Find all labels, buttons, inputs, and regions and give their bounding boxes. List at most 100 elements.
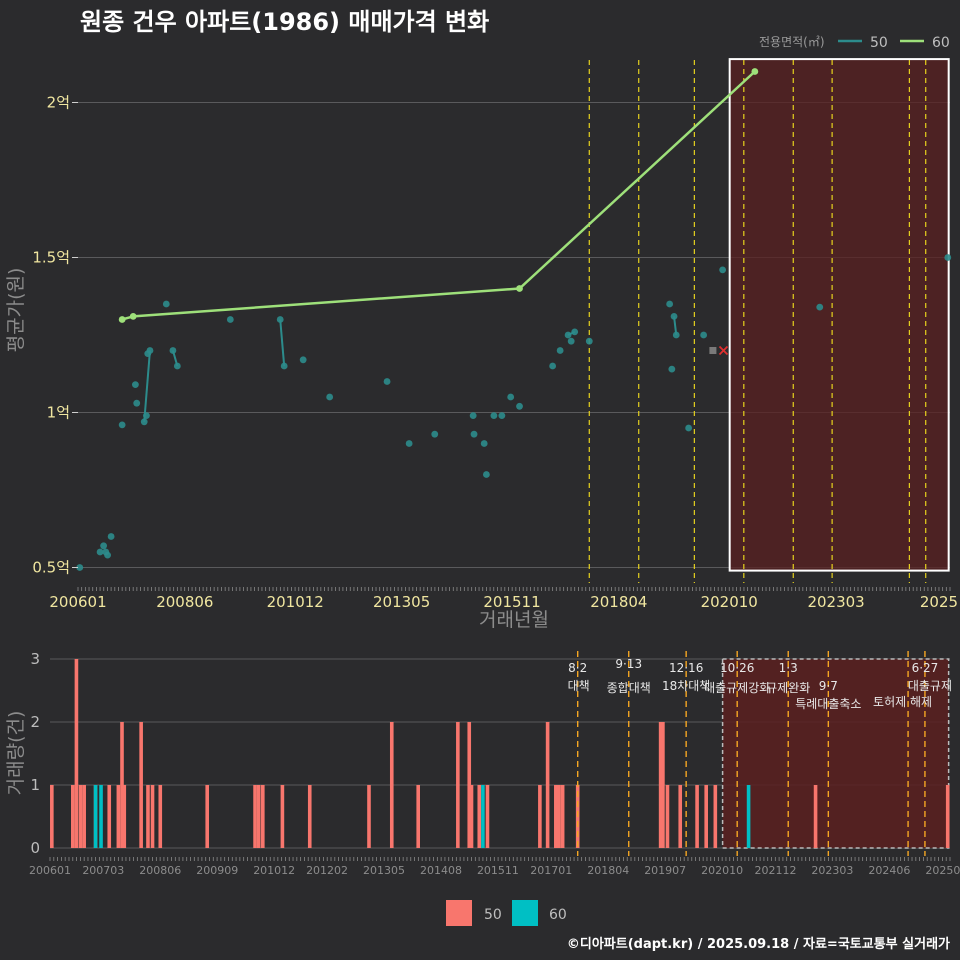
- policy-annotation: 토허제 해제: [873, 695, 932, 709]
- series-50-point: [470, 430, 478, 438]
- bottom-y-axis-title: 거래량(건): [5, 711, 27, 796]
- policy-annotation-date: 6·27: [912, 661, 939, 675]
- volume-bar-50: [280, 785, 285, 848]
- volume-bar-50: [813, 785, 818, 848]
- series-50-point: [469, 412, 477, 419]
- volume-bar-50: [658, 722, 663, 848]
- policy-annotation-date: 8·2: [568, 661, 587, 675]
- volume-bar-50: [70, 785, 75, 848]
- volume-bar-50: [82, 785, 86, 848]
- series-50-point: [483, 471, 490, 478]
- bottom-x-tick-label: 202112: [754, 864, 796, 877]
- series-50-segment: [143, 350, 151, 422]
- policy-annotation: 9·13 종합대책: [607, 657, 651, 695]
- series-50-point: [383, 378, 391, 385]
- top-x-axis-title: 거래년월: [479, 609, 549, 631]
- bottom-x-tick-label: 201511: [477, 864, 519, 877]
- series-50-point: [326, 393, 334, 401]
- volume-bar-50: [477, 785, 482, 848]
- series-50-point: [100, 542, 108, 550]
- volume-legend: 50 60: [446, 900, 567, 926]
- series-50-point: [685, 424, 693, 432]
- volume-bar-50: [256, 785, 261, 848]
- volume-bar-50: [713, 785, 718, 848]
- series-50-point: [944, 254, 952, 261]
- series-50-point: [556, 347, 564, 354]
- series-50-point: [107, 533, 115, 540]
- series-50-point: [140, 418, 148, 426]
- top-series: [76, 68, 952, 571]
- bottom-x-tick-label: 201012: [253, 864, 295, 877]
- volume-bar-50: [945, 785, 950, 848]
- policy-annotation-label: 대출규제: [908, 679, 952, 693]
- series-50-point: [96, 548, 104, 556]
- series-50-point: [585, 337, 593, 345]
- bottom-x-tick-label: 200703: [82, 864, 124, 877]
- volume-bar-50: [139, 722, 143, 848]
- series-50-point: [76, 564, 84, 571]
- bottom-x-tick-label: 200601: [29, 864, 71, 877]
- volume-bar-50: [389, 722, 394, 848]
- bottom-y-tick-label: 1: [30, 776, 40, 794]
- policy-annotation-date: 9·7: [819, 679, 838, 693]
- series-50-point: [143, 412, 150, 419]
- bottom-x-tick-label: 201907: [644, 864, 686, 877]
- series-50-point: [564, 331, 572, 339]
- volume-bar-50: [456, 722, 460, 848]
- series-60-point: [118, 316, 126, 323]
- policy-annotation: 9·7 특례대출축소: [795, 679, 861, 711]
- series-60-line: [121, 70, 756, 321]
- policy-annotation-date: 12·16: [669, 661, 703, 675]
- top-x-tick-label: 2025: [920, 593, 958, 611]
- volume-bars: [50, 659, 950, 848]
- volume-bar-50: [107, 785, 112, 848]
- top-y-tick-label: 1억: [47, 404, 70, 422]
- policy-annotation: 1·3 규제완화: [766, 661, 810, 695]
- policy-annotation: 12·16 18차대책: [662, 661, 710, 693]
- series-50-point: [480, 440, 488, 447]
- top-y-tick-label: 1.5억: [32, 249, 70, 267]
- volume-bar-50: [557, 785, 561, 848]
- series-50-point: [571, 328, 579, 336]
- volume-bar-50: [116, 785, 121, 848]
- top-x-tick-label: 200601: [49, 593, 106, 611]
- policy-annotation-date: 1·3: [779, 661, 798, 675]
- volume-bar-50: [416, 785, 421, 848]
- series-50-point: [490, 412, 498, 419]
- top-highlight-box: [728, 58, 950, 572]
- volume-bar-50: [367, 785, 371, 848]
- source-footer: ©디아파트(dapt.kr) / 2025.09.18 / 자료=국토교통부 실…: [567, 936, 950, 952]
- chart-title: 원종 건우 아파트(1986) 매매가격 변화: [80, 8, 489, 36]
- bottom-x-tick-label: 200909: [196, 864, 238, 877]
- bottom-x-tick-label: 201305: [363, 864, 405, 877]
- volume-bar-50: [150, 785, 155, 848]
- bottom-x-tick-label: 201202: [306, 864, 348, 877]
- series-60-point: [129, 313, 137, 320]
- bottom-y-tick-label: 2: [30, 713, 40, 731]
- volume-bar-50: [560, 785, 565, 848]
- volume-bar-50: [261, 785, 265, 848]
- top-y-tick-label: 2억: [47, 94, 70, 112]
- volume-legend-50-label: 50: [484, 907, 502, 923]
- volume-bar-50: [158, 785, 163, 848]
- policy-annotation-date: 9·13: [615, 657, 642, 671]
- series-50-point: [131, 381, 139, 388]
- series-50-point: [549, 362, 557, 370]
- top-x-tick-label: 202303: [807, 593, 864, 611]
- volume-legend-60-label: 60: [549, 907, 567, 923]
- volume-bar-50: [661, 722, 665, 848]
- series-50-point: [118, 421, 126, 429]
- top-x-tick-label: 202010: [701, 593, 758, 611]
- legend-60-label: 60: [932, 35, 950, 51]
- top-y-axis-title: 평균가(원): [5, 268, 27, 353]
- policy-annotation-label: 종합대책: [607, 680, 651, 695]
- volume-legend-50-swatch: [446, 900, 472, 926]
- series-50-point: [280, 362, 288, 370]
- volume-bar-50: [554, 785, 558, 848]
- volume-bar-50: [205, 785, 210, 848]
- bottom-axes: 0 1 2 3 200601 200703 200806 200909 201012 201202…: [29, 650, 960, 877]
- series-60-point: [751, 68, 759, 75]
- volume-bar-60: [99, 785, 103, 848]
- series-50-point: [431, 430, 439, 438]
- volume-bar-50: [538, 785, 542, 848]
